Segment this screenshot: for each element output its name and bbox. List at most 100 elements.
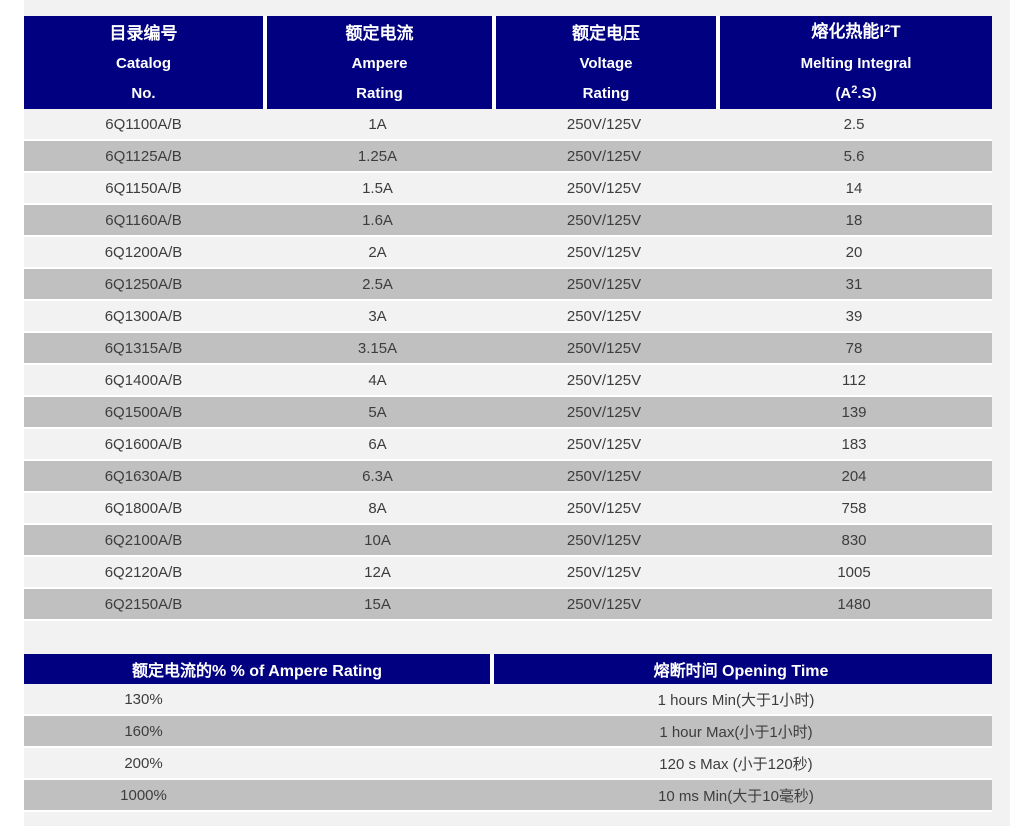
header-voltage-zh: 额定电压 xyxy=(572,23,640,43)
ampere-cell: 3A xyxy=(368,307,387,325)
table-row: 6Q1150A/B 1.5A 250V/125V 14 xyxy=(24,173,992,205)
header-opening-time: 熔断时间 Opening Time xyxy=(490,654,988,684)
table-row: 6Q1300A/B 3A 250V/125V 39 xyxy=(24,301,992,333)
row-spacer xyxy=(263,780,494,810)
catalog-cell: 6Q1315A/B xyxy=(104,339,183,357)
catalog-cell: 6Q1125A/B xyxy=(105,147,182,165)
header-percent-ampere: 额定电流的% % of Ampere Rating xyxy=(131,663,383,680)
integral-cell: 20 xyxy=(845,243,863,261)
content-area: 目录编号 Catalog No. 额定电流 Ampere Rating 额定电压… xyxy=(24,0,1010,826)
header-voltage-en2: Rating xyxy=(582,84,630,102)
percent-cell: 200% xyxy=(124,754,163,772)
row-spacer xyxy=(263,748,494,778)
opening-time-header: 额定电流的% % of Ampere Rating 熔断时间 Opening T… xyxy=(24,654,992,684)
catalog-cell: 6Q1150A/B xyxy=(105,179,182,197)
integral-cell: 31 xyxy=(845,275,863,293)
header-voltage-rating: 额定电压 Voltage Rating xyxy=(492,16,716,109)
integral-cell: 1005 xyxy=(837,563,871,581)
catalog-cell: 6Q1800A/B xyxy=(104,499,183,517)
catalog-cell: 6Q1630A/B xyxy=(104,467,183,485)
table-row: 6Q1315A/B 3.15A 250V/125V 78 xyxy=(24,333,992,365)
table-row: 6Q2150A/B 15A 250V/125V 1480 xyxy=(24,589,992,621)
catalog-cell: 6Q1500A/B xyxy=(104,403,183,421)
ampere-cell: 1A xyxy=(368,115,387,133)
voltage-cell: 250V/125V xyxy=(566,435,642,453)
header-catalog-en1: Catalog xyxy=(115,54,171,72)
integral-cell: 18 xyxy=(845,211,863,229)
voltage-cell: 250V/125V xyxy=(566,371,642,389)
header-melting-en1: Melting Integral xyxy=(800,55,912,72)
voltage-cell: 250V/125V xyxy=(566,467,642,485)
header-voltage-en1: Voltage xyxy=(579,54,633,72)
catalog-cell: 6Q1250A/B xyxy=(104,275,183,293)
table-row: 6Q1125A/B 1.25A 250V/125V 5.6 xyxy=(24,141,992,173)
header-melting-zh: 熔化热能I2T xyxy=(811,22,901,41)
ampere-cell: 1.5A xyxy=(362,179,393,197)
opening-time-body: 130% 1 hours Min(大于1小时) 160% 1 hour Max(小于1… xyxy=(24,684,992,812)
integral-cell: 39 xyxy=(845,307,863,325)
table-row: 6Q2120A/B 12A 250V/125V 1005 xyxy=(24,557,992,589)
voltage-cell: 250V/125V xyxy=(566,339,642,357)
integral-cell: 5.6 xyxy=(843,147,865,165)
table-row: 6Q1630A/B 6.3A 250V/125V 204 xyxy=(24,461,992,493)
ampere-cell: 5A xyxy=(368,403,387,421)
ampere-cell: 15A xyxy=(364,595,391,613)
catalog-cell: 6Q1160A/B xyxy=(105,211,182,229)
ampere-cell: 12A xyxy=(364,563,391,581)
voltage-cell: 250V/125V xyxy=(566,307,642,325)
integral-cell: 112 xyxy=(842,371,866,389)
integral-cell: 2.5 xyxy=(843,115,865,133)
table-row: 6Q2100A/B 10A 250V/125V 830 xyxy=(24,525,992,557)
ampere-cell: 6.3A xyxy=(362,467,393,485)
voltage-cell: 250V/125V xyxy=(566,115,642,133)
ampere-cell: 2A xyxy=(368,243,387,261)
ampere-cell: 8A xyxy=(368,499,387,517)
opening-time-cell: 1 hour Max(小于1小时) xyxy=(659,723,813,741)
percent-cell: 130% xyxy=(124,690,163,708)
table-row: 1000% 10 ms Min(大于10毫秒) xyxy=(24,780,992,812)
table-row: 6Q1250A/B 2.5A 250V/125V 31 xyxy=(24,269,992,301)
voltage-cell: 250V/125V xyxy=(566,147,642,165)
opening-time-cell: 120 s Max (小于120秒) xyxy=(659,755,813,773)
voltage-cell: 250V/125V xyxy=(566,595,642,613)
table-row: 130% 1 hours Min(大于1小时) xyxy=(24,684,992,716)
voltage-cell: 250V/125V xyxy=(566,563,642,581)
header-catalog-en2: No. xyxy=(131,84,156,102)
catalog-cell: 6Q1400A/B xyxy=(104,371,183,389)
header-ampere-rating: 额定电流 Ampere Rating xyxy=(263,16,492,109)
voltage-cell: 250V/125V xyxy=(566,179,642,197)
ampere-cell: 3.15A xyxy=(357,339,398,357)
integral-cell: 14 xyxy=(845,179,863,197)
catalog-cell: 6Q1300A/B xyxy=(104,307,183,325)
ampere-cell: 1.25A xyxy=(357,147,398,165)
ampere-cell: 10A xyxy=(364,531,391,549)
voltage-cell: 250V/125V xyxy=(566,531,642,549)
catalog-cell: 6Q2150A/B xyxy=(104,595,183,613)
voltage-cell: 250V/125V xyxy=(566,243,642,261)
spec-table-body: 6Q1100A/B 1A 250V/125V 2.5 6Q1125A/B 1.25A 250… xyxy=(24,109,992,621)
table-row: 200% 120 s Max (小于120秒) xyxy=(24,748,992,780)
row-spacer xyxy=(263,684,494,714)
catalog-cell: 6Q1600A/B xyxy=(104,435,183,453)
integral-cell: 139 xyxy=(841,403,867,421)
catalog-cell: 6Q2100A/B xyxy=(104,531,183,549)
ampere-cell: 2.5A xyxy=(362,275,393,293)
table-row: 6Q1600A/B 6A 250V/125V 183 xyxy=(24,429,992,461)
integral-cell: 758 xyxy=(841,499,867,517)
voltage-cell: 250V/125V xyxy=(566,499,642,517)
header-catalog-no: 目录编号 Catalog No. xyxy=(24,16,263,109)
header-melting-en2: (A2.S) xyxy=(835,84,877,102)
percent-cell: 160% xyxy=(124,722,163,740)
table-row: 6Q1100A/B 1A 250V/125V 2.5 xyxy=(24,109,992,141)
header-ampere-zh: 额定电流 xyxy=(345,23,414,43)
table-row: 6Q1800A/B 8A 250V/125V 758 xyxy=(24,493,992,525)
voltage-cell: 250V/125V xyxy=(566,211,642,229)
opening-time-table: 额定电流的% % of Ampere Rating 熔断时间 Opening T… xyxy=(24,654,992,812)
voltage-cell: 250V/125V xyxy=(566,275,642,293)
table-gap xyxy=(24,621,1010,654)
integral-cell: 78 xyxy=(845,339,863,357)
integral-cell: 830 xyxy=(841,531,867,549)
opening-time-cell: 10 ms Min(大于10毫秒) xyxy=(658,787,814,805)
table-row: 6Q1500A/B 5A 250V/125V 139 xyxy=(24,397,992,429)
spec-table-header: 目录编号 Catalog No. 额定电流 Ampere Rating 额定电压… xyxy=(24,16,992,109)
